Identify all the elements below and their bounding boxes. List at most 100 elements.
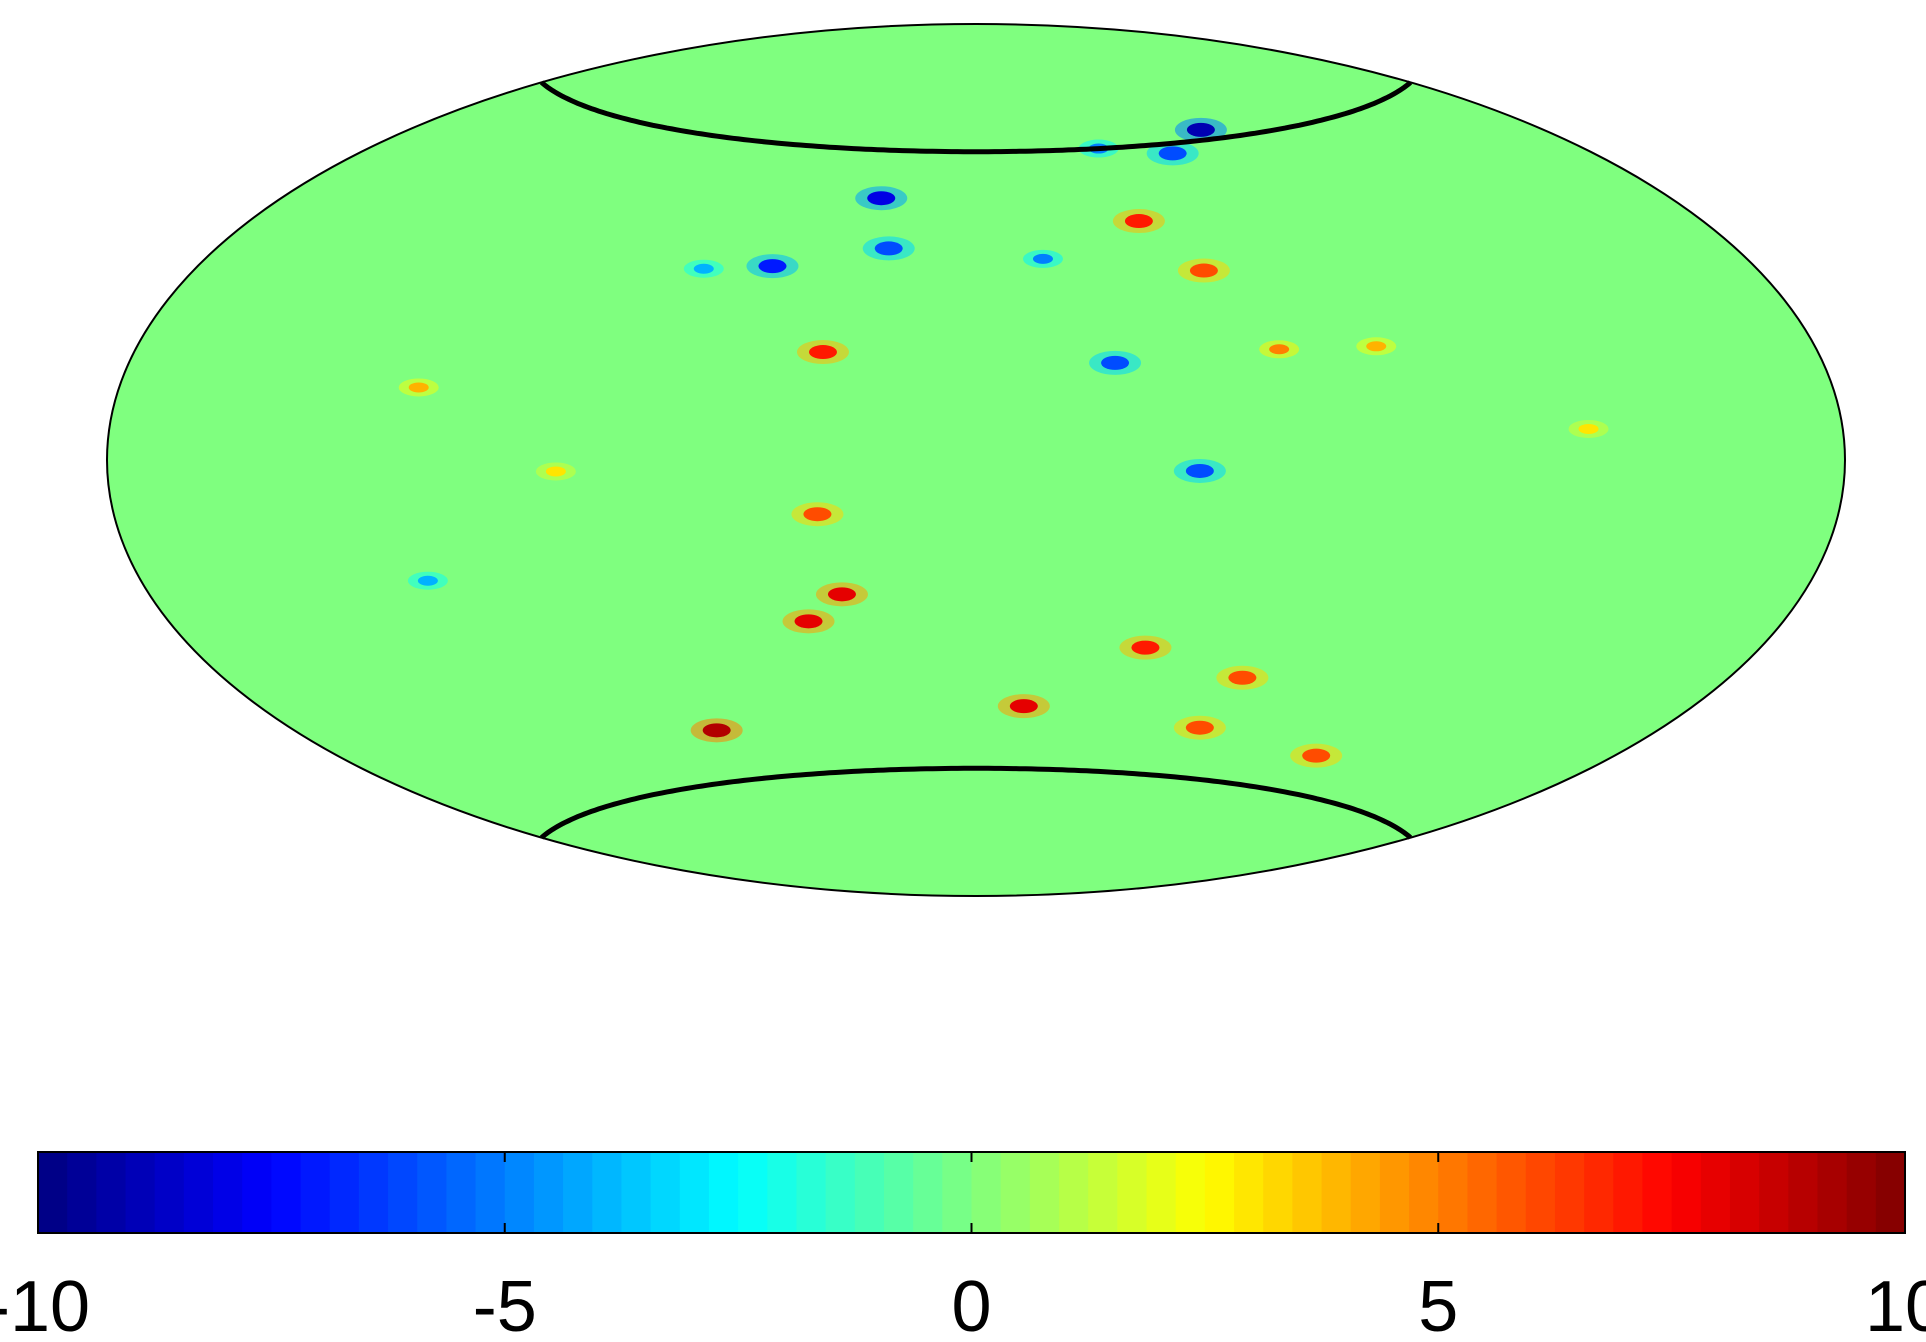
map-feature — [1578, 423, 1599, 434]
latitude-circles — [539, 80, 1413, 840]
map-feature — [408, 382, 429, 393]
colorbar-band — [242, 1152, 272, 1233]
colorbar-band — [1525, 1152, 1556, 1233]
colorbar-band — [1613, 1152, 1644, 1233]
colorbar-band — [67, 1152, 97, 1233]
colorbar-band — [854, 1152, 885, 1233]
colorbar-band — [1117, 1152, 1148, 1233]
colorbar-band — [563, 1152, 593, 1233]
map-feature — [1009, 699, 1038, 714]
colorbar-band — [1496, 1152, 1527, 1233]
colorbar-tick-label: 10 — [1865, 1267, 1926, 1342]
map-feature — [1186, 122, 1215, 137]
colorbar-bands — [38, 1152, 1906, 1233]
colorbar-tick-label: -5 — [473, 1267, 537, 1342]
map-feature — [794, 614, 823, 629]
colorbar-band — [417, 1152, 448, 1233]
map-feature — [417, 575, 438, 586]
colorbar-band — [1029, 1152, 1060, 1233]
colorbar-band — [213, 1152, 243, 1233]
map-feature — [803, 507, 832, 522]
colorbar-band — [1263, 1152, 1293, 1233]
map-feature — [1302, 748, 1331, 763]
map-plot — [106, 23, 1846, 897]
colorbar-band — [183, 1152, 214, 1233]
colorbar-band — [708, 1152, 739, 1233]
map-feature — [1366, 341, 1387, 352]
colorbar-band — [1088, 1152, 1118, 1233]
colorbar-band — [1175, 1152, 1206, 1233]
map-feature — [1124, 214, 1153, 229]
colorbar-band — [475, 1152, 506, 1233]
colorbar-band — [1554, 1152, 1585, 1233]
colorbar-band — [883, 1152, 914, 1233]
colorbar-band — [1729, 1152, 1760, 1233]
colorbar-band — [1846, 1152, 1877, 1233]
colorbar-band — [1700, 1152, 1731, 1233]
colorbar-band — [38, 1152, 68, 1233]
colorbar-band — [738, 1152, 768, 1233]
map-feature — [1228, 670, 1257, 685]
latitude-circle — [539, 765, 1413, 840]
colorbar-band — [1817, 1152, 1848, 1233]
colorbar-band — [446, 1152, 477, 1233]
map-feature — [827, 587, 856, 602]
map-feature — [874, 241, 903, 256]
colorbar-band — [271, 1152, 302, 1233]
colorbar-band — [1204, 1152, 1235, 1233]
latitude-circle — [539, 80, 1413, 155]
map-feature — [545, 466, 566, 477]
colorbar: -10 -5 0 5 10 — [0, 1151, 1926, 1342]
colorbar-band — [1059, 1152, 1089, 1233]
colorbar-band — [1350, 1152, 1381, 1233]
colorbar-band — [1379, 1152, 1410, 1233]
colorbar-band — [1875, 1152, 1906, 1233]
map-feature — [702, 723, 731, 738]
colorbar-band — [1759, 1152, 1789, 1233]
colorbar-band — [533, 1152, 564, 1233]
colorbar-band — [1409, 1152, 1439, 1233]
colorbar-band — [1438, 1152, 1469, 1233]
map-feature — [758, 259, 787, 274]
colorbar-band — [825, 1152, 856, 1233]
map-feature — [1032, 253, 1053, 264]
colorbar-band — [971, 1152, 1002, 1233]
map-feature — [1185, 720, 1214, 735]
colorbar-band — [1292, 1152, 1323, 1233]
colorbar-band — [1234, 1152, 1264, 1233]
map-feature — [1101, 355, 1130, 370]
map-feature — [1269, 344, 1290, 355]
map-background — [107, 24, 1845, 896]
colorbar-band — [1671, 1152, 1702, 1233]
colorbar-band — [154, 1152, 185, 1233]
colorbar-band — [942, 1152, 973, 1233]
map-feature — [1131, 640, 1160, 655]
colorbar-band — [1467, 1152, 1498, 1233]
colorbar-band — [329, 1152, 360, 1233]
colorbar-band — [679, 1152, 710, 1233]
colorbar-band — [504, 1152, 535, 1233]
colorbar-band — [1146, 1152, 1177, 1233]
colorbar-tick-labels: -10 -5 0 5 10 — [0, 1267, 1926, 1342]
colorbar-band — [388, 1152, 418, 1233]
colorbar-tick-label: 5 — [1418, 1267, 1458, 1342]
colorbar-band — [1000, 1152, 1031, 1233]
colorbar-band — [767, 1152, 798, 1233]
colorbar-band — [913, 1152, 943, 1233]
colorbar-band — [300, 1152, 331, 1233]
colorbar-band — [621, 1152, 652, 1233]
map-feature — [1189, 263, 1218, 278]
colorbar-band — [1584, 1152, 1614, 1233]
map-field — [107, 24, 1845, 896]
colorbar-band — [1642, 1152, 1673, 1233]
map-feature — [1158, 146, 1187, 161]
map-feature — [1185, 463, 1214, 478]
colorbar-band — [96, 1152, 127, 1233]
map-feature — [808, 345, 837, 360]
colorbar-band — [358, 1152, 389, 1233]
map-outline — [106, 23, 1846, 897]
colorbar-tick-label: -10 — [0, 1267, 90, 1342]
colorbar-tick-label: 0 — [951, 1267, 991, 1342]
colorbar-band — [125, 1152, 156, 1233]
